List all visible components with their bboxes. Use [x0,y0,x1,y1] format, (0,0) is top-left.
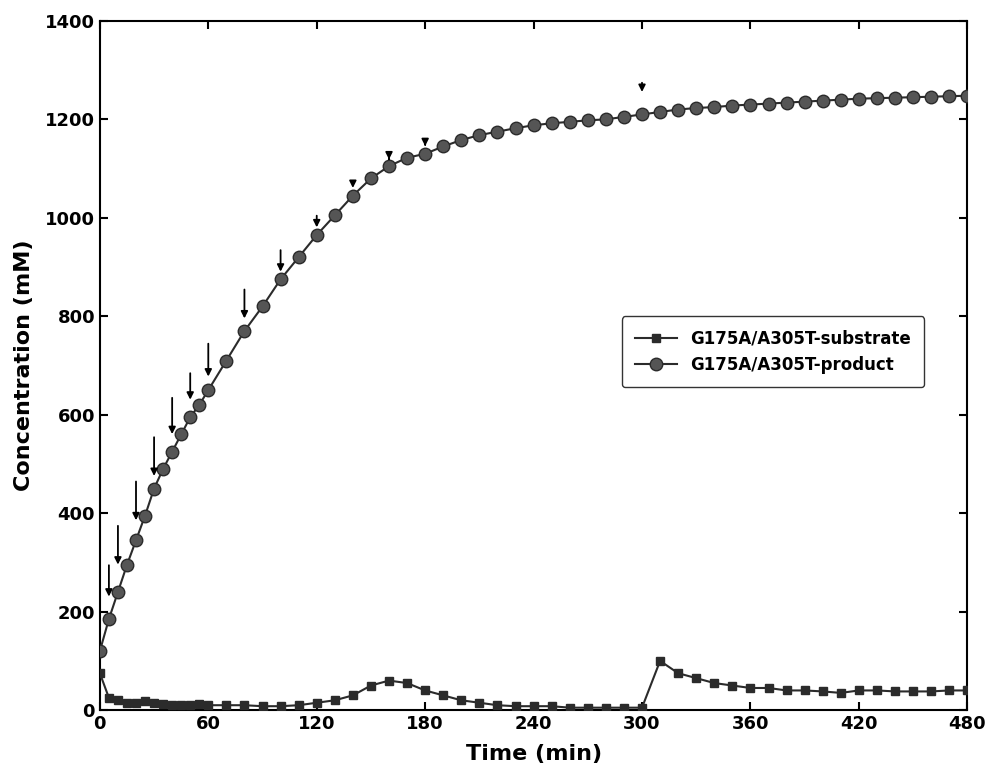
Y-axis label: Concentration (mM): Concentration (mM) [14,240,34,491]
Line: G175A/A305T-product: G175A/A305T-product [94,89,974,657]
G175A/A305T-substrate [148,698,160,707]
G175A/A305T-product [184,412,196,422]
G175A/A305T-substrate [220,700,232,710]
G175A/A305T-substrate [961,685,973,695]
G175A/A305T-substrate [943,685,955,695]
G175A/A305T-substrate [347,691,359,700]
G175A/A305T-product [347,191,359,200]
G175A/A305T-product [220,356,232,365]
G175A/A305T-substrate [654,656,666,665]
G175A/A305T-product [94,647,106,656]
G175A/A305T-substrate [184,700,196,710]
G175A/A305T-substrate [564,703,576,713]
G175A/A305T-product [148,484,160,493]
X-axis label: Time (min): Time (min) [466,744,602,764]
G175A/A305T-substrate [889,687,901,696]
G175A/A305T-product [853,94,865,103]
G175A/A305T-product [943,92,955,101]
G175A/A305T-substrate [94,668,106,678]
G175A/A305T-product [961,91,973,100]
Line: G175A/A305T-substrate: G175A/A305T-substrate [96,657,971,712]
Legend: G175A/A305T-substrate, G175A/A305T-product: G175A/A305T-substrate, G175A/A305T-produ… [622,316,924,387]
